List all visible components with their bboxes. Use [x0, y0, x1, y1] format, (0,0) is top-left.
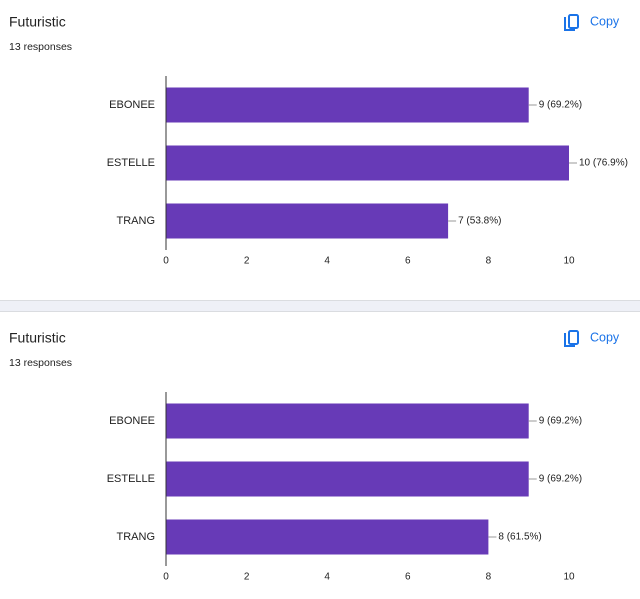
category-label: ESTELLE: [107, 157, 155, 169]
copy-button[interactable]: Copy: [590, 330, 620, 344]
x-tick-label: 8: [486, 256, 492, 267]
x-tick-label: 2: [244, 256, 250, 267]
x-tick-label: 0: [163, 256, 169, 267]
chart-subtitle: 13 responses: [9, 41, 72, 53]
copy-icon[interactable]: [564, 333, 575, 347]
bar: [166, 403, 529, 439]
value-label: 9 (69.2%): [539, 416, 582, 427]
x-tick-label: 0: [163, 572, 169, 583]
chart-title: Futuristic: [9, 14, 66, 30]
bar: [166, 203, 449, 239]
x-tick-label: 10: [563, 572, 575, 583]
category-label: EBONEE: [109, 415, 155, 427]
x-tick-label: 6: [405, 256, 411, 267]
bar: [166, 461, 529, 497]
x-tick-label: 10: [563, 256, 575, 267]
copy-icon[interactable]: [568, 14, 579, 29]
bar: [166, 145, 569, 181]
category-label: ESTELLE: [107, 473, 155, 485]
x-tick-label: 4: [324, 256, 330, 267]
chart-title: Futuristic: [9, 330, 66, 346]
copy-icon[interactable]: [564, 17, 575, 31]
bar: [166, 519, 489, 555]
separator: [0, 300, 640, 312]
chart-subtitle: 13 responses: [9, 357, 72, 369]
x-tick-label: 4: [324, 572, 330, 583]
category-label: TRANG: [117, 531, 156, 543]
category-label: EBONEE: [109, 99, 155, 111]
category-label: TRANG: [117, 215, 156, 227]
value-label: 7 (53.8%): [458, 216, 501, 227]
value-label: 8 (61.5%): [498, 532, 541, 543]
value-label: 10 (76.9%): [579, 158, 628, 169]
value-label: 9 (69.2%): [539, 100, 582, 111]
x-tick-label: 8: [486, 572, 492, 583]
copy-icon[interactable]: [568, 330, 579, 345]
x-tick-label: 2: [244, 572, 250, 583]
copy-button[interactable]: Copy: [590, 14, 620, 28]
value-label: 9 (69.2%): [539, 474, 582, 485]
x-tick-label: 6: [405, 572, 411, 583]
bar: [166, 87, 529, 123]
